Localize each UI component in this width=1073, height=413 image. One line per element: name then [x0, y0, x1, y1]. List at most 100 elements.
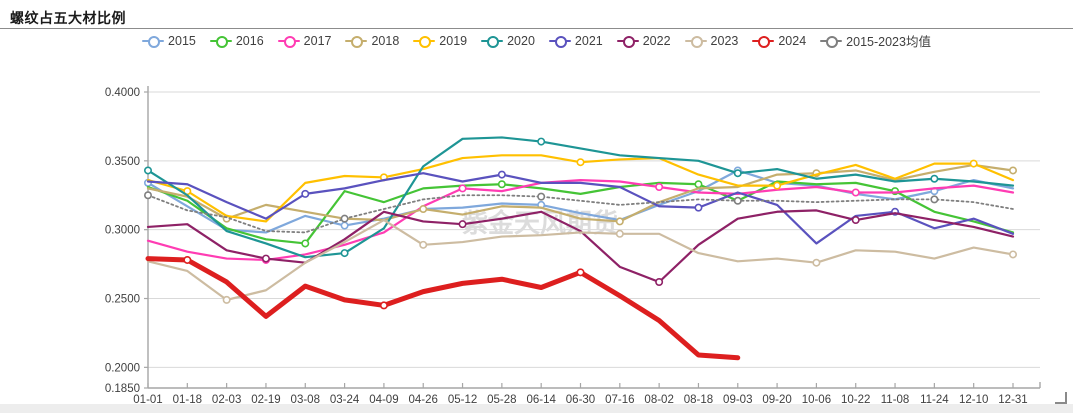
series-marker-2020 — [930, 174, 939, 183]
resize-corner-icon — [1055, 392, 1067, 404]
bottom-scroll-band — [0, 404, 1073, 413]
chart-legend: 2015 2016 2017 2018 2019 2020 2021 2022 2023 2024… — [0, 31, 1073, 50]
series-marker-2015-2023均值 — [537, 192, 546, 201]
x-tick-label: 04-26 — [409, 394, 438, 406]
y-tick-label: 0.2500 — [105, 294, 140, 306]
legend-label: 2021 — [574, 33, 603, 48]
x-tick-label: 09-03 — [723, 394, 752, 406]
x-tick-label: 02-03 — [212, 394, 241, 406]
legend-item-2017[interactable]: 2017 — [277, 33, 332, 48]
series-marker-2018 — [1008, 166, 1017, 175]
legend-item-2020[interactable]: 2020 — [481, 34, 535, 48]
series-marker-2017 — [655, 182, 664, 191]
legend-label: 2017 — [303, 33, 332, 48]
series-marker-2015-2023均值 — [144, 191, 153, 200]
legend-marker-icon — [548, 35, 571, 48]
series-marker-2022 — [458, 220, 467, 229]
series-line-2021 — [146, 172, 1015, 245]
series-marker-2018 — [419, 205, 428, 214]
x-tick-label: 10-22 — [841, 394, 870, 406]
series-marker-2016 — [301, 239, 310, 248]
legend-item-2022[interactable]: 2022 — [616, 34, 671, 48]
series-marker-2024 — [576, 268, 585, 277]
x-tick-label: 12-31 — [998, 394, 1027, 406]
series-marker-2018 — [615, 217, 624, 226]
legend-item-2019[interactable]: 2019 — [413, 34, 467, 48]
series-marker-2016 — [694, 180, 703, 189]
series-marker-2020 — [340, 249, 349, 258]
series-marker-2020 — [733, 169, 742, 178]
series-marker-2023 — [615, 229, 624, 238]
series-marker-2022 — [655, 277, 664, 286]
series-marker-2020 — [144, 166, 153, 175]
y-tick-label: 0.2000 — [105, 362, 140, 374]
legend-marker-icon — [616, 35, 639, 48]
x-tick-label: 11-24 — [920, 394, 949, 406]
series-line-2024 — [145, 256, 741, 361]
legend-label: 2015-2023均值 — [846, 35, 931, 49]
series-line-2016 — [146, 180, 1015, 245]
legend-item-2021[interactable]: 2021 — [548, 33, 603, 48]
legend-label: 2023 — [710, 33, 739, 48]
legend-marker-icon — [277, 35, 300, 48]
legend-marker-icon — [481, 35, 504, 48]
legend-marker-icon — [142, 35, 165, 48]
x-tick-label: 01-18 — [173, 394, 202, 406]
series-line-2023 — [146, 218, 1015, 301]
series-line-2017 — [146, 179, 1015, 262]
y-tick-label: 0.3500 — [105, 156, 140, 168]
legend-item-2015[interactable]: 2015 — [142, 34, 196, 48]
legend-label: 2020 — [507, 33, 535, 48]
legend-item-2018[interactable]: 2018 — [345, 34, 399, 48]
x-tick-label: 07-16 — [605, 394, 634, 406]
x-tick-label: 06-14 — [526, 394, 556, 406]
series-marker-2019 — [773, 181, 782, 190]
page-title: 螺纹占五大材比例 — [10, 10, 126, 26]
series-marker-2023 — [1008, 250, 1017, 259]
legend-item-2023[interactable]: 2023 — [684, 33, 739, 48]
series-marker-2023 — [222, 295, 231, 304]
series-marker-2021 — [497, 170, 506, 179]
x-tick-label: 08-02 — [644, 394, 673, 406]
legend-marker-icon — [752, 35, 775, 48]
series-marker-2022 — [851, 216, 860, 225]
x-tick-label: 04-09 — [369, 394, 398, 406]
x-tick-label: 02-19 — [251, 394, 280, 406]
legend-item-2015-2023均值[interactable]: 2015-2023均值 — [820, 31, 931, 50]
series-line-2015 — [146, 169, 1015, 234]
series-marker-2015-2023均值 — [733, 196, 742, 205]
x-tick-label: 03-08 — [291, 394, 320, 406]
series-marker-2019 — [969, 159, 978, 168]
series-marker-2015-2023均值 — [930, 195, 939, 204]
x-tick-label: 10-06 — [802, 394, 831, 406]
legend-marker-icon — [413, 35, 436, 48]
series-line-2015-2023均值 — [147, 194, 1014, 234]
title-divider — [0, 28, 1073, 29]
x-tick-label: 01-01 — [133, 394, 162, 406]
legend-marker-icon — [209, 35, 232, 48]
series-marker-2024 — [183, 255, 192, 264]
series-marker-2019 — [576, 158, 585, 167]
legend-item-2016[interactable]: 2016 — [209, 34, 264, 48]
series-marker-2017 — [458, 184, 467, 193]
legend-label: 2019 — [439, 33, 468, 48]
y-tick-label: 0.3000 — [105, 225, 140, 237]
y-tick-label: 0.1850 — [105, 383, 140, 395]
series-marker-2023 — [812, 258, 821, 267]
x-tick-label: 05-28 — [487, 394, 516, 406]
series-line-2020 — [146, 136, 1015, 259]
legend-marker-icon — [820, 35, 843, 48]
legend-item-2024[interactable]: 2024 — [752, 34, 806, 48]
series-line-2022 — [146, 209, 1015, 284]
x-tick-label: 08-18 — [684, 394, 713, 406]
series-marker-2020 — [537, 137, 546, 146]
legend-marker-icon — [684, 35, 707, 48]
legend-label: 2015 — [168, 33, 196, 48]
x-tick-label: 03-24 — [330, 394, 360, 406]
y-tick-label: 0.4000 — [105, 87, 140, 99]
x-tick-label: 05-12 — [448, 394, 477, 406]
series-marker-2022 — [261, 254, 270, 263]
legend-label: 2018 — [371, 33, 400, 48]
